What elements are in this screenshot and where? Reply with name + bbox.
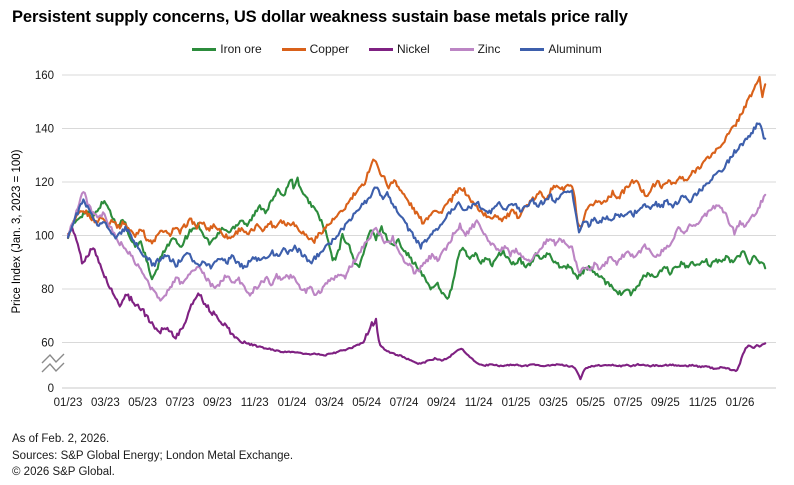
x-tick-label: 07/24 bbox=[390, 397, 419, 409]
y-axis-title: Price Index (Jan. 3, 2023 = 100) bbox=[11, 149, 23, 313]
legend-label-aluminum: Aluminum bbox=[548, 42, 602, 56]
legend-item-nickel: Nickel bbox=[369, 42, 430, 56]
x-tick-label: 05/23 bbox=[128, 397, 157, 409]
series-line-aluminum bbox=[66, 122, 767, 270]
aluminum-line-swatch-icon bbox=[520, 47, 545, 51]
series-line-copper bbox=[66, 75, 767, 245]
series-line-iron-ore bbox=[66, 176, 767, 300]
x-tick-label: 01/23 bbox=[54, 397, 83, 409]
x-tick-label: 01/26 bbox=[726, 397, 755, 409]
x-tick-label: 07/25 bbox=[614, 397, 643, 409]
legend-label-iron-ore: Iron ore bbox=[220, 42, 262, 56]
x-tick-label: 11/25 bbox=[689, 397, 717, 409]
legend-label-copper: Copper bbox=[309, 42, 349, 56]
legend-item-copper: Copper bbox=[281, 42, 349, 56]
chart-legend: Iron ore Copper Nickel Zinc Aluminum bbox=[0, 42, 794, 56]
chart-footer: As of Feb. 2, 2026. Sources: S&P Global … bbox=[12, 431, 293, 481]
copper-line-swatch-icon bbox=[281, 47, 306, 51]
nickel-line-swatch-icon bbox=[369, 47, 393, 51]
y-tick-label: 80 bbox=[41, 284, 54, 296]
as-of-note: As of Feb. 2, 2026. bbox=[12, 433, 110, 445]
x-tick-label: 09/24 bbox=[427, 397, 456, 409]
legend-item-aluminum: Aluminum bbox=[520, 42, 602, 56]
chart-title: Persistent supply concerns, US dollar we… bbox=[12, 8, 628, 26]
x-tick-label: 07/23 bbox=[166, 397, 195, 409]
plot-area: 160 140 120 100 80 60 0 01/23 03/23 05/23 07/23 09/… bbox=[0, 62, 794, 418]
x-tick-label: 03/25 bbox=[539, 397, 568, 409]
y-tick-label: 140 bbox=[35, 124, 54, 136]
legend-label-zinc: Zinc bbox=[477, 42, 501, 56]
series-line-zinc bbox=[66, 191, 767, 302]
axis-break-icon bbox=[41, 362, 65, 373]
x-tick-label: 01/25 bbox=[502, 397, 531, 409]
legend-label-nickel: Nickel bbox=[397, 42, 430, 56]
x-tick-label: 11/23 bbox=[241, 397, 269, 409]
x-tick-label: 09/25 bbox=[651, 397, 680, 409]
legend-item-iron-ore: Iron ore bbox=[192, 42, 262, 56]
series-line-nickel bbox=[66, 226, 767, 381]
axis-break-icon bbox=[41, 353, 65, 364]
x-tick-label: 03/23 bbox=[91, 397, 120, 409]
legend-item-zinc: Zinc bbox=[449, 42, 501, 56]
x-tick-label: 03/24 bbox=[315, 397, 344, 409]
sources-note: Sources: S&P Global Energy; London Metal… bbox=[12, 449, 294, 462]
y-tick-label: 160 bbox=[35, 70, 54, 82]
zinc-line-swatch-icon bbox=[449, 47, 474, 51]
y-zero-tick-label: 0 bbox=[48, 383, 54, 395]
y-tick-label: 100 bbox=[35, 231, 54, 243]
x-tick-label: 01/24 bbox=[278, 397, 307, 409]
x-tick-label: 05/25 bbox=[576, 397, 605, 409]
x-tick-label: 09/23 bbox=[203, 397, 232, 409]
y-tick-label: 60 bbox=[41, 338, 54, 350]
y-tick-label: 120 bbox=[35, 177, 54, 189]
price-chart-svg: 160 140 120 100 80 60 001/23 03/23 05/23 07/23 09/… bbox=[11, 70, 776, 409]
iron-ore-line-swatch-icon bbox=[192, 47, 217, 51]
x-tick-label: 05/24 bbox=[352, 397, 381, 409]
copyright-note: © 2026 S&P Global. bbox=[12, 466, 115, 478]
x-tick-label: 11/24 bbox=[465, 397, 494, 409]
